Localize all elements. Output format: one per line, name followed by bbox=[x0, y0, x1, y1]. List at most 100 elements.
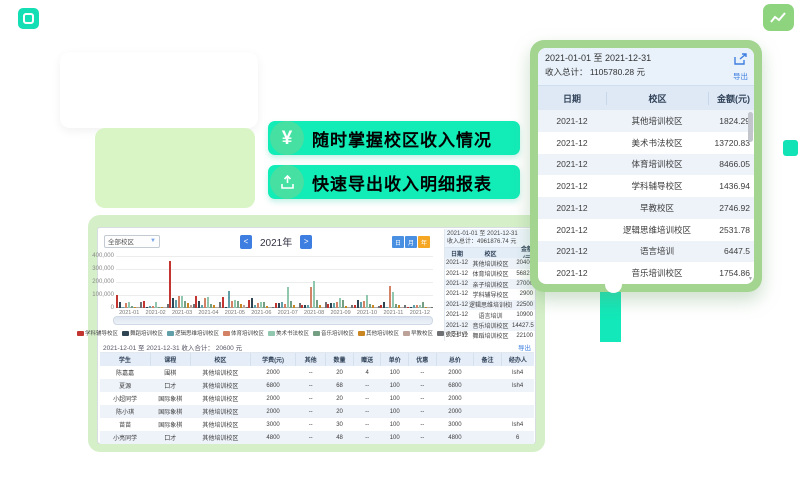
bar-group-2021-06 bbox=[248, 256, 275, 308]
legend-item[interactable]: 学科辅导校区 bbox=[76, 329, 118, 337]
detail-summary-text: 2021-12-01 至 2021-12-31 收入合计： 20600 元 bbox=[103, 345, 243, 352]
legend-item[interactable]: 其他培训校区 bbox=[358, 329, 399, 337]
legend-item[interactable]: 逻辑思维培训校区 bbox=[166, 329, 219, 337]
bar bbox=[201, 304, 204, 308]
mini-income-table: 2021-01-01 至 2021-12-31 收入总计：4961876.74 … bbox=[444, 229, 535, 341]
x-axis-tick: 2021-03 bbox=[171, 310, 193, 316]
dashboard-container: 全部校区 ▼ < 2021年 > 日月年 0 100,000 200,000 300,… bbox=[76, 215, 545, 452]
bar bbox=[224, 306, 227, 308]
bar bbox=[131, 306, 134, 308]
y-axis-tick: 400,000 bbox=[92, 253, 114, 259]
bar bbox=[286, 287, 289, 308]
bar bbox=[377, 306, 380, 308]
legend-item[interactable]: 语言培训 bbox=[437, 329, 467, 337]
bar bbox=[148, 306, 151, 308]
x-axis-tick: 2021-01 bbox=[119, 310, 140, 316]
bar bbox=[336, 302, 339, 308]
income-table-row: 2021-12 音乐培训校区 1754.86 bbox=[556, 268, 750, 279]
bar-group-2021-10 bbox=[353, 256, 380, 308]
bar bbox=[356, 299, 359, 308]
chart-toolbar: 全部校区 ▼ bbox=[98, 228, 443, 254]
bar bbox=[289, 300, 292, 308]
income-panel-header: 2021-01-01 至 2021-12-31 收入总计： 1105780.28… bbox=[538, 48, 754, 86]
bar bbox=[230, 300, 233, 308]
legend-swatch bbox=[313, 330, 321, 336]
bar bbox=[254, 304, 257, 308]
bar bbox=[359, 301, 362, 308]
deco-blob bbox=[95, 128, 255, 208]
yen-icon: ¥ bbox=[270, 121, 304, 155]
detail-col-header: 单价 bbox=[380, 353, 409, 366]
bar bbox=[351, 305, 354, 308]
bar bbox=[157, 307, 160, 308]
legend-item[interactable]: 体育培训校区 bbox=[222, 329, 264, 337]
bar bbox=[125, 303, 128, 308]
mini-table-row: 2021-12 音乐培训校区 14427.5 bbox=[445, 320, 535, 331]
bar bbox=[406, 306, 409, 308]
view-button-日[interactable]: 日 bbox=[392, 236, 404, 248]
bar bbox=[339, 298, 342, 308]
detail-col-header: 优惠 bbox=[408, 353, 437, 366]
bar bbox=[319, 305, 322, 308]
detail-table-row: 苗苗 国际象棋 其他培训校区 3000 -- 30 -- 100 -- 3000 lsh4 bbox=[119, 421, 524, 430]
bar bbox=[389, 285, 392, 308]
bar bbox=[430, 307, 433, 308]
legend-swatch bbox=[403, 330, 411, 336]
bar bbox=[236, 300, 239, 308]
bar bbox=[322, 306, 325, 308]
bar bbox=[204, 298, 207, 308]
bar-group-2021-03 bbox=[169, 256, 196, 308]
bar bbox=[216, 306, 219, 308]
x-axis-tick: 2021-09 bbox=[330, 310, 351, 316]
income-table-row: 2021-12 语言培训 6447.5 bbox=[538, 240, 754, 263]
bar bbox=[313, 280, 316, 308]
bar bbox=[310, 286, 313, 308]
view-button-年[interactable]: 年 bbox=[418, 236, 430, 248]
year-label: 2021年 bbox=[260, 238, 293, 249]
scrollbar[interactable] bbox=[748, 112, 753, 142]
bar bbox=[272, 306, 275, 308]
campus-filter-select[interactable]: 全部校区 ▼ bbox=[104, 234, 160, 248]
detail-export-button[interactable]: 导出 bbox=[518, 345, 531, 352]
legend-item[interactable]: 音乐培训校区 bbox=[313, 329, 354, 337]
bar bbox=[166, 304, 169, 308]
bar bbox=[260, 301, 263, 308]
next-year-button[interactable]: > bbox=[300, 234, 313, 249]
deco-white-dot bbox=[605, 276, 622, 293]
legend-item[interactable]: 早教校区 bbox=[403, 329, 433, 337]
export-button[interactable]: 导出 bbox=[733, 52, 748, 82]
x-axis-tick: 2021-11 bbox=[383, 310, 404, 316]
income-table-row: 2021-12 早教校区 2746.92 bbox=[538, 197, 754, 219]
export-label: 导出 bbox=[733, 72, 748, 81]
legend-item[interactable]: 舞蹈培训校区 bbox=[121, 329, 163, 337]
view-button-月[interactable]: 月 bbox=[405, 236, 417, 248]
bar bbox=[219, 302, 222, 308]
app-logo-icon bbox=[18, 8, 39, 29]
bar-group-2021-11 bbox=[380, 256, 407, 308]
bar bbox=[210, 304, 213, 308]
scroll-down-icon[interactable]: ▼ bbox=[748, 276, 753, 282]
bar bbox=[154, 301, 157, 308]
income-table-body: 2021-12 其他培训校区 1824.29 2021-12 美术书法校区 137… bbox=[538, 110, 754, 284]
bar bbox=[137, 307, 140, 308]
bar bbox=[330, 303, 333, 308]
income-table: 日期 校区 金额(元) 2021-12 其他培训校区 1824.29 2021-1… bbox=[538, 86, 754, 284]
detail-col-header: 数量 bbox=[325, 353, 354, 366]
legend-item[interactable]: 美术书法校区 bbox=[268, 329, 309, 337]
x-axis-tick: 2021-10 bbox=[356, 310, 378, 316]
x-axis-tick: 2021-12 bbox=[409, 310, 430, 316]
mini-table-row: 2021-12 体育培训校区 56827 bbox=[445, 270, 533, 279]
bar-group-2021-12 bbox=[406, 256, 433, 308]
y-axis-tick: 300,000 bbox=[92, 266, 114, 272]
chart-zoom-slider[interactable] bbox=[113, 316, 433, 325]
campus-filter-value: 全部校区 bbox=[108, 239, 134, 246]
bar bbox=[145, 306, 148, 308]
bar bbox=[415, 305, 418, 308]
mini-table-row: 2021-12 逻辑思维培训校区 22500 bbox=[445, 299, 535, 310]
x-axis-tick: 2021-05 bbox=[224, 310, 245, 316]
detail-table-row: 夏源 口才 其他培训校区 6800 -- 68 -- 100 -- 6800 lsh4 bbox=[100, 379, 534, 392]
banner-text: 快速导出收入明细报表 bbox=[312, 174, 492, 194]
detail-col-header: 备注 bbox=[473, 353, 502, 366]
share-icon bbox=[734, 53, 747, 65]
prev-year-button[interactable]: < bbox=[240, 234, 252, 249]
